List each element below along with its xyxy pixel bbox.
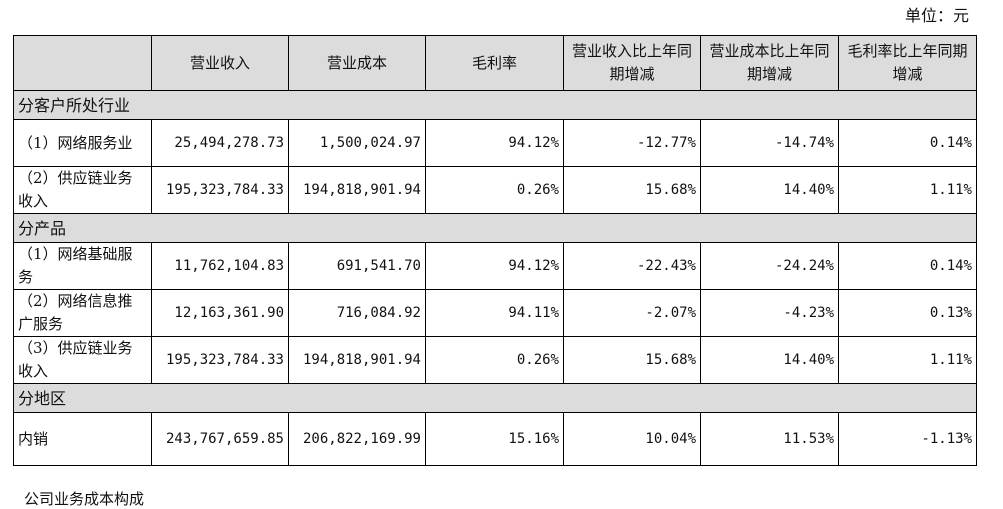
table-row: （1）网络服务业 25,494,278.73 1,500,024.97 94.1… [13, 119, 977, 167]
next-section-heading: 公司业务成本构成 [24, 490, 145, 508]
revenue-change-cell: 10.04% [563, 412, 701, 466]
gross-margin-cell: 94.12% [425, 119, 564, 167]
revenue-cell: 195,323,784.33 [151, 166, 289, 214]
cost-cell: 716,084.92 [288, 289, 426, 337]
table-row: （2）网络信息推广服务 12,163,361.90 716,084.92 94.… [13, 289, 977, 337]
table-row: 内销 243,767,659.85 206,822,169.99 15.16% … [13, 412, 977, 466]
table-row: （1）网络基础服务 11,762,104.83 691,541.70 94.12… [13, 242, 977, 290]
revenue-change-cell: 15.68% [563, 336, 701, 384]
unit-label: 单位：元 [904, 6, 969, 25]
revenue-cost-table: 营业收入 营业成本 毛利率 营业收入比上年同期增减 营业成本比上年同期增减 毛利… [13, 35, 977, 466]
table-row: （3）供应链业务收入 195,323,784.33 194,818,901.94… [13, 336, 977, 384]
section-row-region: 分地区 [13, 383, 977, 413]
revenue-change-cell: -12.77% [563, 119, 701, 167]
header-cost: 营业成本 [288, 35, 426, 91]
table-row: （2）供应链业务收入 195,323,784.33 194,818,901.94… [13, 166, 977, 214]
margin-change-cell: 1.11% [838, 336, 977, 384]
header-gross-margin: 毛利率 [425, 35, 564, 91]
revenue-change-cell: 15.68% [563, 166, 701, 214]
gross-margin-cell: 94.11% [425, 289, 564, 337]
header-revenue-change: 营业收入比上年同期增减 [563, 35, 701, 91]
header-cost-change: 营业成本比上年同期增减 [700, 35, 839, 91]
header-row: 营业收入 营业成本 毛利率 营业收入比上年同期增减 营业成本比上年同期增减 毛利… [13, 35, 977, 91]
section-row-industry: 分客户所处行业 [13, 90, 977, 120]
header-revenue: 营业收入 [151, 35, 289, 91]
cost-change-cell: 14.40% [700, 336, 839, 384]
section-row-product: 分产品 [13, 213, 977, 243]
gross-margin-cell: 15.16% [425, 412, 564, 466]
revenue-cell: 11,762,104.83 [151, 242, 289, 290]
header-margin-change: 毛利率比上年同期增减 [838, 35, 977, 91]
cost-cell: 206,822,169.99 [288, 412, 426, 466]
revenue-cell: 195,323,784.33 [151, 336, 289, 384]
margin-change-cell: 0.14% [838, 119, 977, 167]
row-name: （1）网络基础服务 [13, 242, 152, 290]
section-title: 分产品 [13, 213, 977, 243]
cost-change-cell: -14.74% [700, 119, 839, 167]
margin-change-cell: 1.11% [838, 166, 977, 214]
row-name: （2）供应链业务收入 [13, 166, 152, 214]
revenue-change-cell: -2.07% [563, 289, 701, 337]
cost-change-cell: -24.24% [700, 242, 839, 290]
margin-change-cell: -1.13% [838, 412, 977, 466]
cost-cell: 1,500,024.97 [288, 119, 426, 167]
cost-change-cell: 11.53% [700, 412, 839, 466]
margin-change-cell: 0.14% [838, 242, 977, 290]
gross-margin-cell: 0.26% [425, 336, 564, 384]
row-name: （1）网络服务业 [13, 119, 152, 167]
cost-change-cell: 14.40% [700, 166, 839, 214]
gross-margin-cell: 0.26% [425, 166, 564, 214]
revenue-change-cell: -22.43% [563, 242, 701, 290]
cost-cell: 194,818,901.94 [288, 166, 426, 214]
cost-cell: 691,541.70 [288, 242, 426, 290]
row-name: （3）供应链业务收入 [13, 336, 152, 384]
cost-change-cell: -4.23% [700, 289, 839, 337]
revenue-cell: 243,767,659.85 [151, 412, 289, 466]
header-blank [13, 35, 152, 91]
gross-margin-cell: 94.12% [425, 242, 564, 290]
cost-cell: 194,818,901.94 [288, 336, 426, 384]
section-title: 分地区 [13, 383, 977, 413]
section-title: 分客户所处行业 [13, 90, 977, 120]
row-name: （2）网络信息推广服务 [13, 289, 152, 337]
revenue-cell: 25,494,278.73 [151, 119, 289, 167]
row-name: 内销 [13, 412, 152, 466]
margin-change-cell: 0.13% [838, 289, 977, 337]
revenue-cell: 12,163,361.90 [151, 289, 289, 337]
